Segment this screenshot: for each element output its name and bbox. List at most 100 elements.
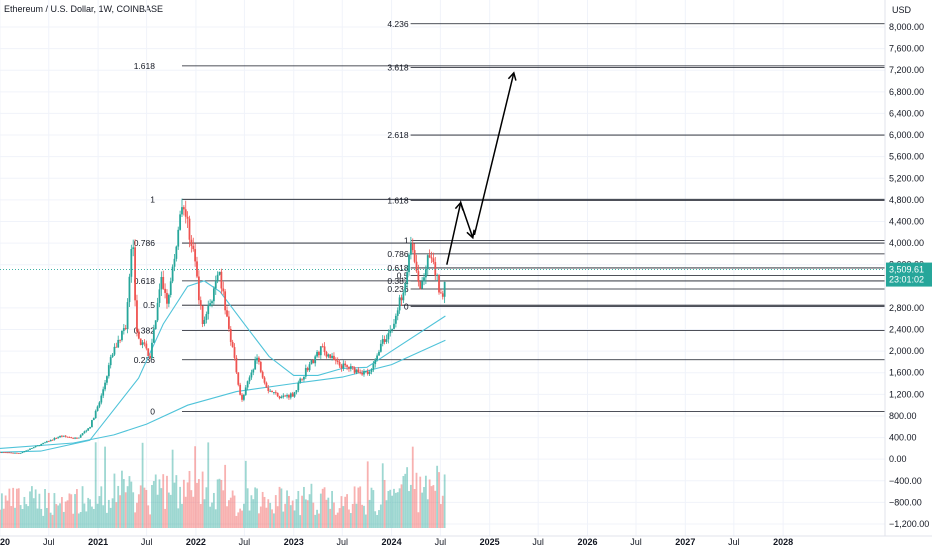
candle-body [182, 207, 185, 210]
fib-right-label: 0.618 [387, 263, 409, 273]
candle-body [21, 452, 24, 454]
candle-body [385, 339, 388, 342]
volume-bar [77, 513, 80, 528]
volume-bar [132, 492, 135, 528]
candle-body [173, 258, 176, 267]
candle-body [196, 261, 198, 277]
volume-bar [291, 500, 294, 528]
volume-bar [364, 514, 367, 528]
volume-bar [409, 484, 412, 528]
fib-left-label: 0.382 [134, 326, 156, 336]
volume-bar [124, 492, 127, 528]
volume-bar [408, 491, 410, 528]
candle-body [106, 376, 108, 383]
volume-bar [156, 494, 159, 528]
volume-bar [288, 496, 290, 528]
candle-body [348, 366, 350, 369]
candle-body [252, 369, 255, 373]
candle-body [162, 276, 165, 289]
volume-bar [17, 488, 20, 528]
candle-body [145, 343, 148, 349]
volume-bar [424, 475, 427, 528]
volume-bar [426, 499, 429, 528]
candle-body [439, 292, 442, 294]
candle-body [23, 451, 26, 453]
candle-body [36, 445, 39, 447]
volume-bar [316, 509, 318, 528]
candle-body [297, 382, 300, 391]
volume-bar [111, 498, 114, 528]
candle-body [391, 328, 394, 331]
price-tick-label: −1,200.00 [889, 519, 929, 529]
volume-bar [378, 510, 380, 528]
volume-bar [434, 490, 437, 528]
price-tick-label: 2,000.00 [889, 346, 924, 356]
candle-body [308, 364, 311, 371]
volume-bar [6, 500, 9, 528]
candle-body [89, 427, 91, 429]
fib-left-label: 0.786 [134, 238, 156, 248]
volume-bar [74, 494, 76, 528]
candle-body [44, 442, 46, 444]
fib-right-label: 0.382 [387, 276, 409, 286]
candle-body [137, 331, 140, 339]
volume-bar [229, 497, 232, 528]
volume-bar [92, 508, 95, 528]
candle-body [130, 248, 133, 277]
volume-bar [182, 479, 185, 528]
volume-bar [342, 506, 345, 528]
volume-bar [256, 488, 258, 528]
candle-body [197, 276, 200, 301]
candle-body [357, 369, 360, 373]
volume-bar [196, 482, 198, 528]
candle-body [378, 351, 380, 356]
candle-body [331, 355, 333, 358]
volume-bar [115, 502, 118, 528]
candle-body [224, 291, 227, 311]
candle-body [419, 281, 422, 289]
candle-body [184, 209, 187, 217]
candle-body [393, 323, 395, 329]
fib-right-label: 0 [404, 301, 409, 311]
volume-bar [220, 479, 223, 528]
fib-left-label: 0.618 [134, 276, 156, 286]
fib-right-label: 1 [404, 235, 409, 245]
price-tick-label: 5,200.00 [889, 173, 924, 183]
candle-body [46, 441, 48, 443]
volume-bar [261, 491, 264, 528]
candle-body [229, 328, 232, 342]
volume-bar [263, 496, 266, 528]
volume-bar [336, 512, 339, 528]
volume-bar [258, 513, 260, 528]
volume-bar [192, 496, 195, 528]
candle-body [119, 339, 121, 341]
candle-body [370, 369, 373, 372]
candle-body [423, 277, 425, 282]
candle-body [327, 354, 330, 357]
volume-bar [423, 487, 425, 528]
candle-body [4, 452, 7, 454]
volume-bar [70, 494, 73, 528]
volume-bar [42, 515, 45, 528]
volume-bar [226, 506, 228, 528]
volume-bar [19, 505, 22, 528]
volume-bar [443, 474, 446, 528]
candle-body [284, 395, 287, 397]
candle-body [171, 266, 174, 282]
candle-body [55, 438, 58, 439]
candle-body [126, 302, 129, 329]
volume-bar [385, 500, 388, 528]
volume-bar [359, 486, 362, 528]
volume-bar [128, 476, 131, 528]
volume-bar [406, 467, 409, 528]
candle-body [94, 410, 97, 419]
candle-body [27, 449, 30, 451]
volume-bar [145, 489, 148, 528]
arrow-head [466, 229, 475, 240]
candle-body [406, 272, 409, 284]
candle-body [432, 258, 435, 263]
candle-body [57, 437, 60, 439]
candle-body [323, 346, 326, 352]
volume-bar [175, 475, 178, 528]
